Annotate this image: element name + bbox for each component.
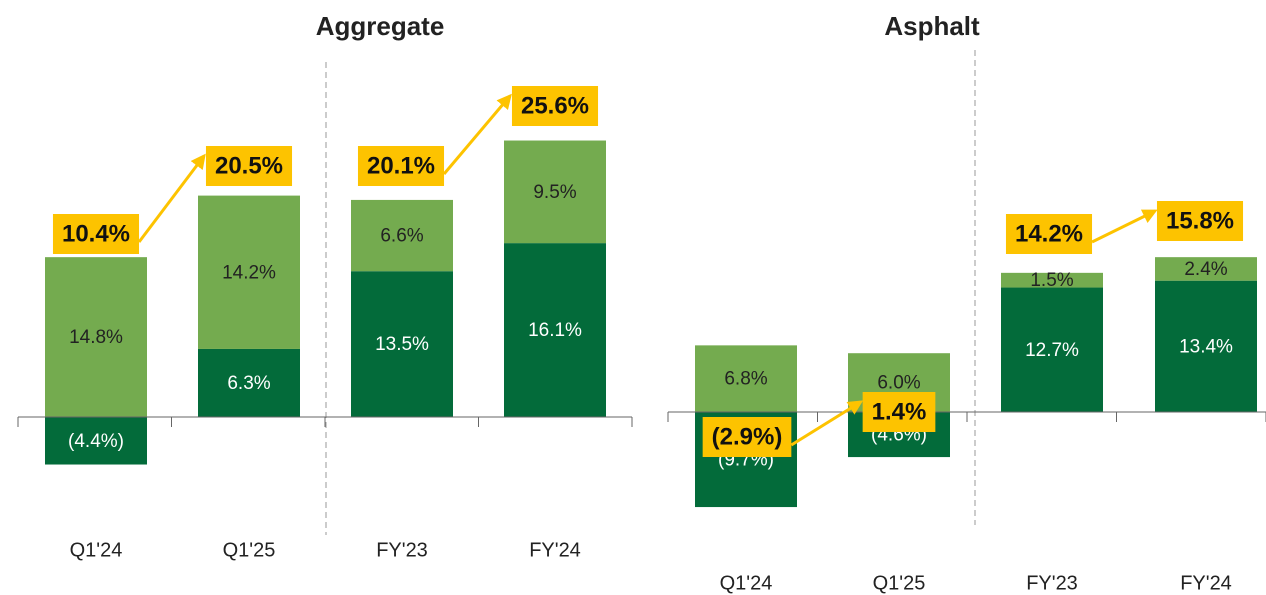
x-tick-label: Q1'24 bbox=[720, 572, 773, 594]
total-box bbox=[52, 214, 140, 254]
chart-title: Aggregate bbox=[316, 11, 445, 41]
bar-segment bbox=[45, 257, 147, 417]
bar-segment bbox=[198, 348, 300, 417]
bar-segment bbox=[45, 417, 147, 465]
value-label: 16.1% bbox=[528, 320, 582, 341]
x-tick-label: Q1'25 bbox=[873, 572, 926, 594]
x-tick-label: Q1'24 bbox=[70, 539, 123, 561]
total-label: (2.9%) bbox=[712, 423, 783, 450]
value-label: 14.8% bbox=[69, 327, 123, 348]
total-label: 10.4% bbox=[62, 220, 130, 247]
value-label: 2.4% bbox=[1184, 259, 1227, 280]
total-label: 14.2% bbox=[1015, 220, 1083, 247]
total-box bbox=[702, 417, 792, 457]
total-box bbox=[1005, 214, 1093, 254]
total-box bbox=[205, 146, 293, 186]
arrow bbox=[1091, 209, 1158, 244]
bar-segment bbox=[198, 195, 300, 349]
bar-segment bbox=[695, 345, 797, 412]
value-label: 6.0% bbox=[877, 373, 920, 394]
x-tick-label: Q1'25 bbox=[223, 539, 276, 561]
value-label: 12.7% bbox=[1025, 340, 1079, 361]
total-label: 20.1% bbox=[367, 152, 435, 179]
total-label: 1.4% bbox=[872, 398, 927, 425]
arrow bbox=[790, 400, 864, 447]
total-label: 15.8% bbox=[1166, 207, 1234, 234]
bar-segment bbox=[351, 271, 453, 417]
bar-segment bbox=[1001, 287, 1103, 412]
total-box bbox=[511, 86, 599, 126]
bar-segment bbox=[504, 243, 606, 417]
arrow bbox=[137, 153, 206, 243]
value-label: 6.6% bbox=[380, 226, 423, 247]
bar-segment bbox=[504, 140, 606, 244]
value-label: 13.4% bbox=[1179, 336, 1233, 357]
value-label: 6.3% bbox=[227, 373, 270, 394]
x-tick-label: FY'24 bbox=[1180, 572, 1232, 594]
bar-segment bbox=[1001, 272, 1103, 288]
value-label: (4.4%) bbox=[68, 431, 124, 452]
x-tick-label: FY'23 bbox=[376, 539, 428, 561]
value-label: 13.5% bbox=[375, 334, 429, 355]
total-box bbox=[1156, 201, 1244, 241]
total-box bbox=[862, 392, 936, 432]
value-label: 9.5% bbox=[533, 182, 576, 203]
bar-segment bbox=[351, 199, 453, 272]
x-tick-label: FY'24 bbox=[529, 539, 581, 561]
x-tick-label: FY'23 bbox=[1026, 572, 1078, 594]
total-box bbox=[357, 146, 445, 186]
arrow bbox=[442, 93, 512, 175]
bar-segment bbox=[1155, 280, 1257, 412]
value-label: 6.8% bbox=[724, 369, 767, 390]
total-label: 25.6% bbox=[521, 92, 589, 119]
bar-segment bbox=[1155, 257, 1257, 281]
chart-title: Asphalt bbox=[884, 11, 980, 41]
value-label: 14.2% bbox=[222, 262, 276, 283]
total-label: 20.5% bbox=[215, 152, 283, 179]
value-label: 1.5% bbox=[1030, 270, 1073, 291]
